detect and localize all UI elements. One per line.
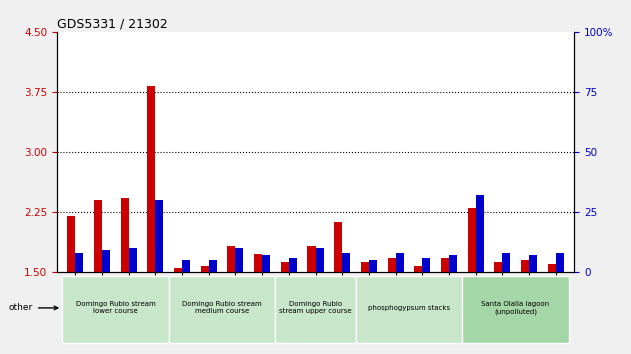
Bar [201, 266, 209, 272]
Bar [289, 257, 297, 272]
Bar [529, 255, 537, 272]
Bar [209, 260, 217, 272]
Bar [502, 253, 510, 272]
Text: other: other [9, 303, 58, 313]
FancyBboxPatch shape [462, 276, 569, 343]
Bar [235, 248, 244, 272]
FancyBboxPatch shape [169, 276, 276, 343]
Text: Domingo Rubio stream
medium course: Domingo Rubio stream medium course [182, 301, 262, 314]
Bar [361, 262, 369, 272]
Text: Santa Olalla lagoon
(unpolluted): Santa Olalla lagoon (unpolluted) [481, 301, 550, 315]
Bar [281, 262, 289, 272]
Bar [129, 248, 137, 272]
FancyBboxPatch shape [355, 276, 462, 343]
Bar [228, 246, 235, 272]
Bar [262, 255, 270, 272]
Bar [548, 264, 555, 272]
FancyBboxPatch shape [276, 276, 355, 343]
Text: phosphogypsum stacks: phosphogypsum stacks [368, 305, 450, 311]
Bar [307, 246, 316, 272]
Bar [94, 200, 102, 272]
Bar [387, 257, 396, 272]
Bar [68, 216, 76, 272]
Bar [155, 200, 163, 272]
Bar [369, 260, 377, 272]
Text: GDS5331 / 21302: GDS5331 / 21302 [57, 18, 168, 31]
Bar [102, 250, 110, 272]
Bar [76, 253, 83, 272]
Bar [449, 255, 457, 272]
Bar [254, 254, 262, 272]
Bar [521, 260, 529, 272]
Text: Domingo Rubio stream
lower course: Domingo Rubio stream lower course [76, 301, 155, 314]
Bar [476, 195, 483, 272]
Bar [468, 208, 476, 272]
Bar [334, 222, 342, 272]
Bar [494, 262, 502, 272]
Bar [316, 248, 324, 272]
Bar [555, 253, 563, 272]
Bar [121, 198, 129, 272]
Bar [342, 253, 350, 272]
Bar [148, 86, 155, 272]
FancyBboxPatch shape [62, 276, 169, 343]
Bar [174, 268, 182, 272]
Bar [396, 253, 403, 272]
Text: Domingo Rubio
stream upper course: Domingo Rubio stream upper course [279, 301, 352, 314]
Bar [414, 266, 422, 272]
Bar [422, 257, 430, 272]
Bar [441, 257, 449, 272]
Bar [182, 260, 190, 272]
